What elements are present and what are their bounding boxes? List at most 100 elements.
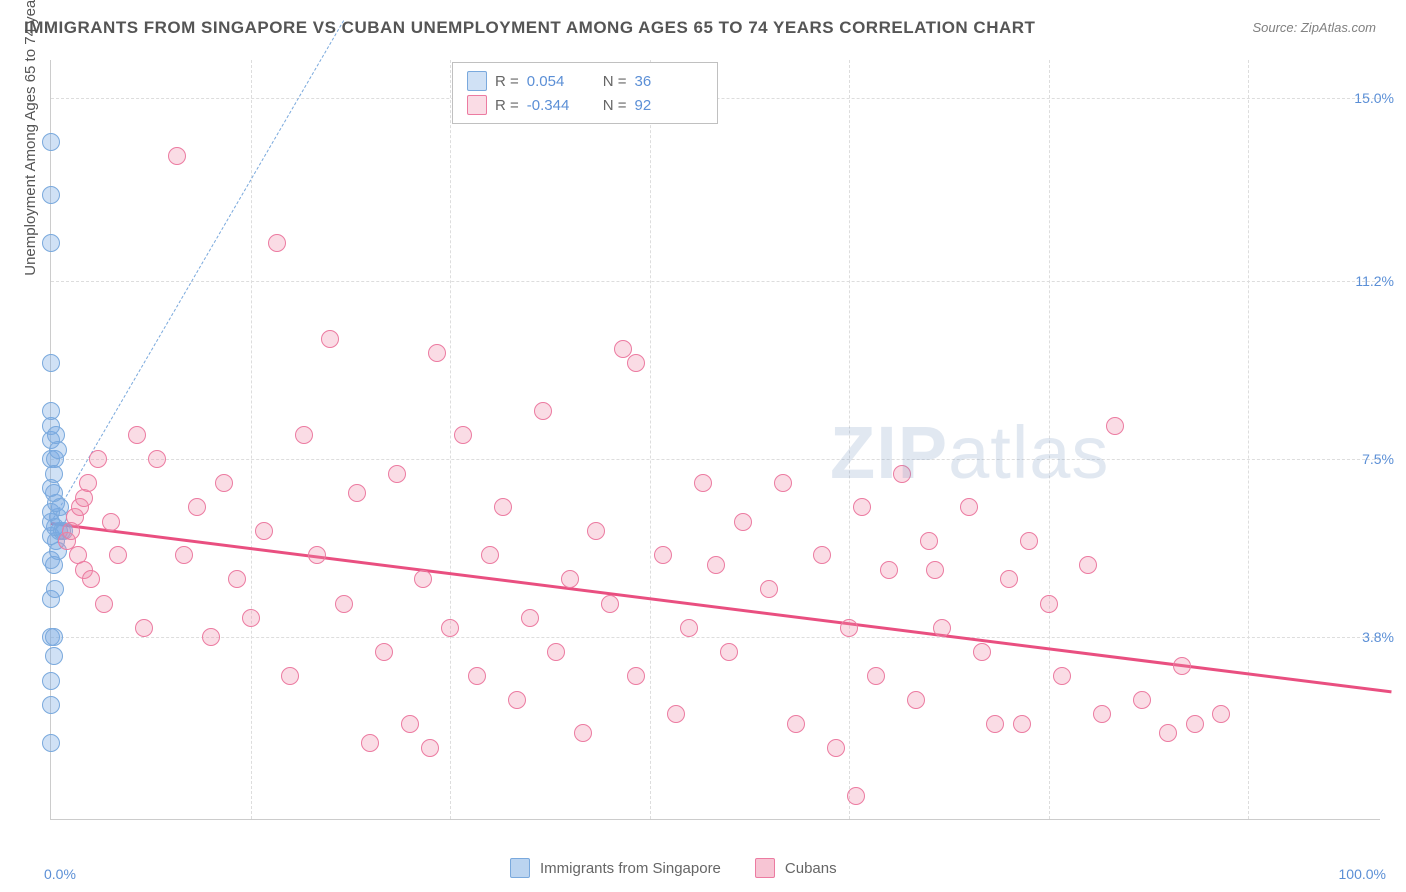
data-point: [986, 715, 1004, 733]
data-point: [45, 647, 63, 665]
chart-plot-area: [50, 60, 1380, 820]
data-point: [468, 667, 486, 685]
data-point: [335, 595, 353, 613]
data-point: [734, 513, 752, 531]
legend-swatch: [755, 858, 775, 878]
data-point: [847, 787, 865, 805]
data-point: [82, 570, 100, 588]
data-point: [774, 474, 792, 492]
data-point: [42, 734, 60, 752]
legend-label: Cubans: [785, 860, 837, 877]
data-point: [627, 354, 645, 372]
r-label: R =: [495, 97, 519, 114]
legend-item: Cubans: [755, 858, 837, 878]
data-point: [481, 546, 499, 564]
data-point: [321, 330, 339, 348]
data-point: [920, 532, 938, 550]
data-point: [926, 561, 944, 579]
data-point: [508, 691, 526, 709]
data-point: [1212, 705, 1230, 723]
data-point: [268, 234, 286, 252]
data-point: [1133, 691, 1151, 709]
data-point: [361, 734, 379, 752]
data-point: [45, 465, 63, 483]
data-point: [1159, 724, 1177, 742]
legend-swatch: [510, 858, 530, 878]
data-point: [421, 739, 439, 757]
data-point: [128, 426, 146, 444]
data-point: [1013, 715, 1031, 733]
data-point: [188, 498, 206, 516]
data-point: [827, 739, 845, 757]
gridline-v: [1049, 60, 1050, 819]
gridline-v: [251, 60, 252, 819]
n-value: 36: [635, 73, 703, 90]
gridline-v: [1248, 60, 1249, 819]
legend-swatch: [467, 95, 487, 115]
data-point: [42, 354, 60, 372]
gridline-v: [650, 60, 651, 819]
data-point: [654, 546, 672, 564]
data-point: [228, 570, 246, 588]
data-point: [295, 426, 313, 444]
data-point: [401, 715, 419, 733]
data-point: [1000, 570, 1018, 588]
r-value: 0.054: [527, 73, 595, 90]
data-point: [907, 691, 925, 709]
data-point: [601, 595, 619, 613]
data-point: [680, 619, 698, 637]
data-point: [1093, 705, 1111, 723]
data-point: [494, 498, 512, 516]
data-point: [414, 570, 432, 588]
data-point: [667, 705, 685, 723]
data-point: [375, 643, 393, 661]
data-point: [202, 628, 220, 646]
y-tick-label: 7.5%: [1362, 451, 1394, 467]
data-point: [242, 609, 260, 627]
data-point: [840, 619, 858, 637]
data-point: [441, 619, 459, 637]
x-tick-min: 0.0%: [44, 866, 76, 882]
data-point: [89, 450, 107, 468]
y-axis-label: Unemployment Among Ages 65 to 74 years: [22, 0, 39, 276]
data-point: [1020, 532, 1038, 550]
n-label: N =: [603, 97, 627, 114]
data-point: [1106, 417, 1124, 435]
data-point: [42, 234, 60, 252]
data-point: [428, 344, 446, 362]
data-point: [46, 580, 64, 598]
data-point: [973, 643, 991, 661]
data-point: [42, 133, 60, 151]
y-tick-label: 3.8%: [1362, 629, 1394, 645]
data-point: [627, 667, 645, 685]
series-legend: Immigrants from Singapore Cubans: [510, 858, 837, 878]
chart-title: IMMIGRANTS FROM SINGAPORE VS CUBAN UNEMP…: [24, 18, 1035, 38]
data-point: [1079, 556, 1097, 574]
data-point: [454, 426, 472, 444]
gridline-v: [450, 60, 451, 819]
data-point: [587, 522, 605, 540]
data-point: [521, 609, 539, 627]
data-point: [933, 619, 951, 637]
data-point: [880, 561, 898, 579]
data-point: [255, 522, 273, 540]
data-point: [1173, 657, 1191, 675]
data-point: [42, 672, 60, 690]
x-tick-max: 100.0%: [1339, 866, 1386, 882]
data-point: [547, 643, 565, 661]
data-point: [1186, 715, 1204, 733]
source-attribution: Source: ZipAtlas.com: [1252, 20, 1376, 35]
data-point: [694, 474, 712, 492]
data-point: [175, 546, 193, 564]
data-point: [215, 474, 233, 492]
data-point: [42, 402, 60, 420]
data-point: [707, 556, 725, 574]
gridline-v: [849, 60, 850, 819]
legend-item: Immigrants from Singapore: [510, 858, 721, 878]
data-point: [760, 580, 778, 598]
data-point: [960, 498, 978, 516]
data-point: [47, 426, 65, 444]
correlation-legend: R =0.054N =36R =-0.344N =92: [452, 62, 718, 124]
data-point: [388, 465, 406, 483]
data-point: [308, 546, 326, 564]
